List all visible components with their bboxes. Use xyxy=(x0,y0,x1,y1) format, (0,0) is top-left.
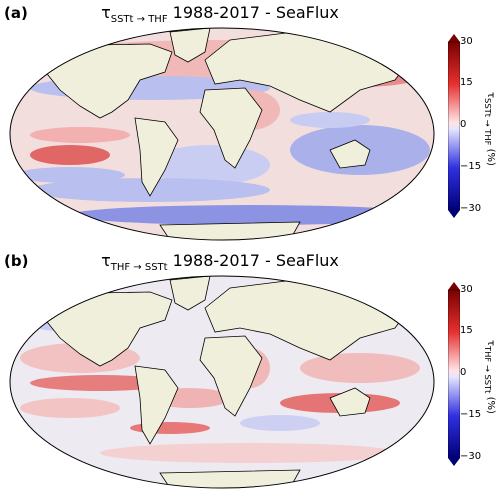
map-b xyxy=(9,275,435,489)
cbar-tick-15: 15 xyxy=(460,77,473,88)
cbar-tick-neg15: −15 xyxy=(460,409,482,420)
cbar-tick-30: 30 xyxy=(460,284,473,295)
panel-label: (b) xyxy=(4,252,29,270)
cbar-tick-neg15: −15 xyxy=(460,161,482,172)
panel-title: τSSTt → THF 1988-2017 - SeaFlux xyxy=(101,3,339,26)
colorbar-label: τTHF → SSTt (%) xyxy=(483,340,496,414)
panel-title: τTHF → SSTt 1988-2017 - SeaFlux xyxy=(101,251,339,274)
colorbar-a: 30 15 0 −15 −30 τSSTt → THF (%) xyxy=(448,30,500,230)
colorbar-b: 30 15 0 −15 −30 τTHF → SSTt (%) xyxy=(448,278,500,478)
cbar-tick-neg30: −30 xyxy=(460,203,482,214)
continents-a xyxy=(39,28,411,240)
colorbar-label: τSSTt → THF (%) xyxy=(483,92,496,166)
cbar-tick-30: 30 xyxy=(460,36,473,47)
cbar-tick-neg30: −30 xyxy=(460,451,482,462)
panel-label: (a) xyxy=(4,4,28,22)
cbar-tick-0: 0 xyxy=(460,367,467,378)
panel-a: (a) τSSTt → THF 1988-2017 - SeaFlux xyxy=(0,0,500,247)
map-a xyxy=(9,27,435,241)
cbar-tick-15: 15 xyxy=(460,325,473,336)
anomaly-patches-b xyxy=(20,315,420,463)
cbar-tick-0: 0 xyxy=(460,119,467,130)
panel-b: (b) τTHF → SSTt 1988-2017 - SeaFlux xyxy=(0,248,500,495)
